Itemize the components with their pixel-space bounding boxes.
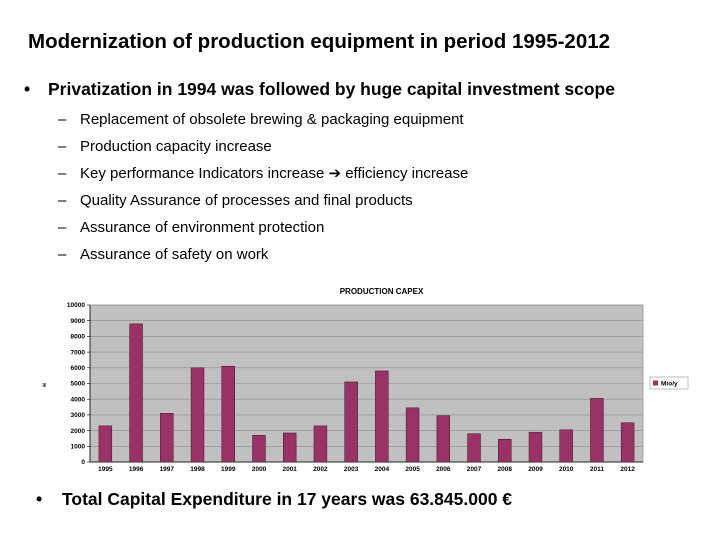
sub-bullet-text: Production capacity increase — [80, 138, 272, 155]
sub-bullet-item: – Key performance Indicators increase ➔ e… — [58, 164, 468, 191]
slide-title: Modernization of production equipment in… — [28, 30, 611, 53]
x-tick-label: 2008 — [498, 466, 513, 473]
x-tick-label: 2002 — [313, 466, 328, 473]
sub-bullet-list: – Replacement of obsolete brewing & packa… — [58, 110, 468, 272]
y-tick-label: 3000 — [71, 412, 86, 419]
legend-swatch — [653, 380, 658, 386]
bar — [528, 431, 543, 463]
x-tick-label: 2004 — [375, 466, 390, 473]
bar — [252, 435, 266, 463]
bar — [590, 398, 604, 463]
x-tick-label: 1999 — [221, 466, 236, 473]
bar — [405, 407, 420, 463]
sub-bullet-item: – Replacement of obsolete brewing & packa… — [58, 110, 468, 137]
x-tick-label: 2000 — [252, 466, 267, 473]
bar — [375, 370, 389, 463]
y-tick-label: 5000 — [71, 381, 86, 388]
sub-bullet-text-suffix: efficiency increase — [345, 165, 469, 182]
y-tick-label: 4000 — [71, 396, 86, 403]
dash-glyph: – — [58, 246, 67, 263]
y-tick-label: 9000 — [71, 318, 86, 325]
dash-glyph: – — [58, 192, 67, 209]
main-bullet-text: Privatization in 1994 was followed by hu… — [48, 79, 615, 99]
sub-bullet-text: Replacement of obsolete brewing & packag… — [80, 111, 464, 128]
bar — [620, 422, 635, 463]
x-tick-label: 2012 — [620, 466, 635, 473]
x-tick-label: 1995 — [98, 466, 113, 473]
sub-bullet-item: – Production capacity increase — [58, 137, 468, 164]
x-tick-label: 2003 — [344, 466, 359, 473]
x-tick-label: 2006 — [436, 466, 451, 473]
sub-bullet-item: – Assurance of safety on work — [58, 245, 468, 272]
sub-bullet-text: Quality Assurance of processes and final… — [80, 192, 413, 209]
bar — [282, 432, 297, 463]
dash-glyph: – — [58, 165, 67, 182]
bottom-bullet-text: Total Capital Expenditure in 17 years wa… — [62, 489, 513, 509]
chart-title: PRODUCTION CAPEX — [340, 287, 424, 296]
arrow-right-icon: ➔ — [328, 165, 342, 182]
legend-label: Mio/y — [661, 381, 678, 388]
bar — [436, 415, 451, 463]
x-tick-label: 1996 — [129, 466, 144, 473]
bar — [160, 413, 174, 463]
bar — [313, 425, 328, 463]
y-tick-label: 2000 — [71, 428, 86, 435]
bullet-dot: • — [24, 79, 31, 99]
bar — [467, 433, 481, 463]
x-tick-label: 2010 — [559, 466, 574, 473]
bar — [129, 323, 143, 463]
y-tick-label: 7000 — [71, 349, 86, 356]
sub-bullet-text: Assurance of environment protection — [80, 219, 325, 236]
bar — [221, 365, 235, 463]
x-tick-label: 1998 — [190, 466, 205, 473]
plot-area — [89, 304, 644, 463]
y-tick-label: 6000 — [71, 365, 86, 372]
bullet-dot: • — [36, 489, 43, 509]
main-bullet: • Privatization in 1994 was followed by h… — [24, 79, 615, 100]
sub-bullet-text: Key performance Indicators increase — [80, 165, 325, 182]
sub-bullet-item: – Assurance of environment protection — [58, 218, 468, 245]
y-tick-label: 1000 — [71, 444, 86, 451]
x-tick-label: 2007 — [467, 466, 482, 473]
y-axis-label: н — [41, 383, 48, 387]
x-tick-label: 2001 — [282, 466, 297, 473]
bar — [498, 438, 512, 463]
x-tick-label: 2011 — [590, 466, 604, 473]
x-tick-label: 2005 — [405, 466, 420, 473]
legend-box — [649, 376, 689, 390]
bar — [98, 425, 113, 463]
bar — [344, 381, 358, 463]
y-tick-label: 8000 — [71, 334, 86, 341]
sub-bullet-text: Assurance of safety on work — [80, 246, 269, 263]
x-tick-label: 1997 — [160, 466, 175, 473]
bar — [190, 367, 205, 463]
dash-glyph: – — [58, 138, 67, 155]
bar — [559, 429, 573, 463]
bottom-bullet: • Total Capital Expenditure in 17 years w… — [36, 489, 512, 510]
dash-glyph: – — [58, 111, 67, 128]
sub-bullet-item: – Quality Assurance of processes and fina… — [58, 191, 468, 218]
dash-glyph: – — [58, 219, 67, 236]
x-tick-label: 2009 — [528, 466, 543, 473]
y-tick-label: 10000 — [67, 302, 85, 309]
y-tick-label: 0 — [81, 459, 85, 466]
